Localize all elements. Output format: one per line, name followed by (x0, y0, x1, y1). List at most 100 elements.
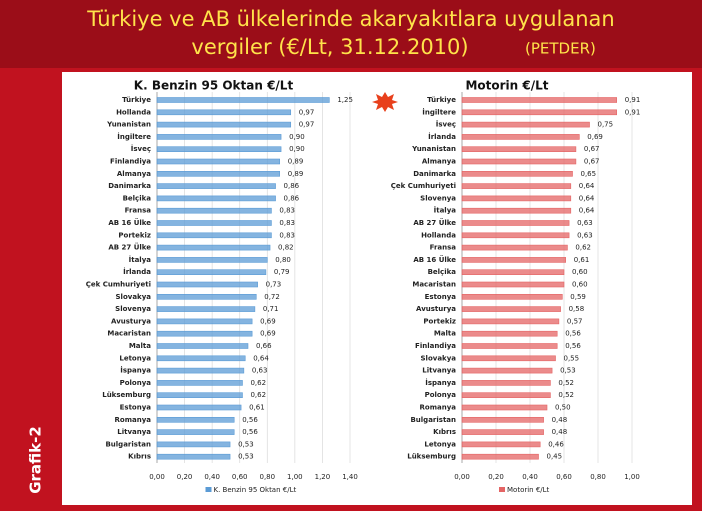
value-label: 0,90 (289, 133, 305, 141)
bar (461, 281, 565, 288)
bar (156, 134, 282, 140)
bar (156, 269, 267, 276)
value-label: 0,63 (252, 367, 268, 375)
value-label: 0,61 (249, 404, 265, 412)
bar (461, 330, 558, 337)
bar (461, 318, 560, 325)
legend-swatch (499, 487, 505, 492)
bar (156, 293, 257, 300)
value-label: 0,86 (284, 182, 300, 190)
value-label: 0,90 (289, 145, 305, 153)
bar (156, 244, 271, 251)
y-tick-label: Estonya (425, 293, 457, 301)
bar (156, 171, 280, 177)
value-label: 0,56 (242, 416, 258, 424)
y-tick-label: Malta (434, 330, 456, 338)
value-label: 0,65 (581, 170, 597, 178)
y-tick-label: Türkiye (427, 96, 456, 104)
y-tick-label: İspanya (120, 366, 151, 375)
bar (461, 183, 572, 189)
value-label: 0,71 (263, 305, 279, 313)
x-tick-label: 1,40 (342, 473, 358, 481)
bar (156, 109, 292, 116)
y-tick-label: İtalya (434, 206, 457, 215)
y-tick-label: Avusturya (416, 305, 456, 313)
y-tick-label: Çek Cumhuriyeti (391, 182, 456, 190)
bar (461, 416, 544, 423)
value-label: 0,63 (577, 231, 593, 239)
value-label: 0,57 (567, 317, 583, 325)
value-label: 0,56 (565, 342, 581, 350)
y-tick-label: Türkiye (122, 96, 151, 104)
y-tick-label: Letonya (119, 354, 151, 362)
bar (156, 232, 272, 239)
value-label: 0,67 (584, 158, 600, 166)
value-label: 0,89 (288, 158, 304, 166)
bar (156, 453, 231, 460)
y-tick-label: AB 27 Ülke (108, 243, 151, 252)
y-tick-label: İrlanda (428, 132, 456, 141)
bar (156, 429, 235, 435)
value-label: 0,48 (552, 428, 568, 436)
y-tick-label: Lüksemburg (407, 453, 456, 461)
x-tick-label: 0,00 (149, 473, 165, 481)
bar (461, 121, 590, 128)
bar (461, 355, 556, 362)
value-label: 0,60 (572, 281, 588, 289)
value-label: 0,69 (260, 330, 276, 338)
value-label: 0,80 (275, 256, 291, 264)
x-tick-label: 1,00 (624, 473, 640, 481)
y-tick-label: Yunanistan (106, 121, 151, 129)
value-label: 0,50 (555, 404, 571, 412)
bar (461, 306, 561, 312)
value-label: 0,82 (278, 244, 294, 252)
chart-title: Motorin €/Lt (465, 79, 548, 93)
value-label: 0,45 (547, 453, 563, 461)
bar (156, 195, 276, 202)
value-label: 0,69 (260, 317, 276, 325)
x-tick-label: 0,80 (590, 473, 606, 481)
x-tick-label: 1,00 (287, 473, 303, 481)
value-label: 0,79 (274, 268, 290, 276)
bar (156, 404, 242, 411)
value-label: 0,58 (569, 305, 585, 313)
bar (156, 207, 272, 214)
bar (461, 220, 570, 226)
value-label: 0,83 (279, 231, 295, 239)
value-label: 0,67 (584, 145, 600, 153)
y-tick-label: Macaristan (412, 281, 456, 289)
value-label: 0,64 (579, 207, 595, 215)
value-label: 0,53 (238, 440, 254, 448)
x-tick-label: 0,20 (177, 473, 193, 481)
value-label: 0,53 (560, 367, 576, 375)
y-tick-label: Hollanda (116, 108, 151, 116)
y-tick-label: Litvanya (422, 367, 456, 375)
bar (461, 257, 566, 263)
y-tick-label: Belçika (428, 268, 457, 276)
y-tick-label: İspanya (425, 378, 456, 387)
value-label: 1,25 (337, 96, 353, 104)
value-label: 0,97 (299, 108, 315, 116)
bar (156, 343, 249, 349)
legend-label: Motorin €/Lt (507, 486, 550, 494)
bar (156, 355, 246, 362)
value-label: 0,73 (266, 281, 282, 289)
y-tick-label: Bulgaristan (105, 440, 151, 448)
source: (PETDER) (525, 40, 596, 58)
value-label: 0,83 (279, 219, 295, 227)
value-label: 0,59 (570, 293, 586, 301)
y-tick-label: Polonya (120, 379, 152, 387)
y-tick-label: AB 16 Ülke (413, 255, 456, 264)
y-tick-label: Belçika (123, 194, 152, 202)
legend-label: K. Benzin 95 Oktan €/Lt (214, 486, 297, 494)
x-tick-label: 0,40 (204, 473, 220, 481)
bar (461, 293, 563, 300)
y-tick-label: Slovenya (115, 305, 151, 313)
y-tick-label: İngiltere (422, 107, 456, 116)
bar (156, 146, 282, 152)
value-label: 0,72 (264, 293, 280, 301)
legend-swatch (205, 487, 212, 492)
y-tick-label: Yunanistan (411, 145, 456, 153)
y-tick-label: Avusturya (111, 317, 151, 325)
